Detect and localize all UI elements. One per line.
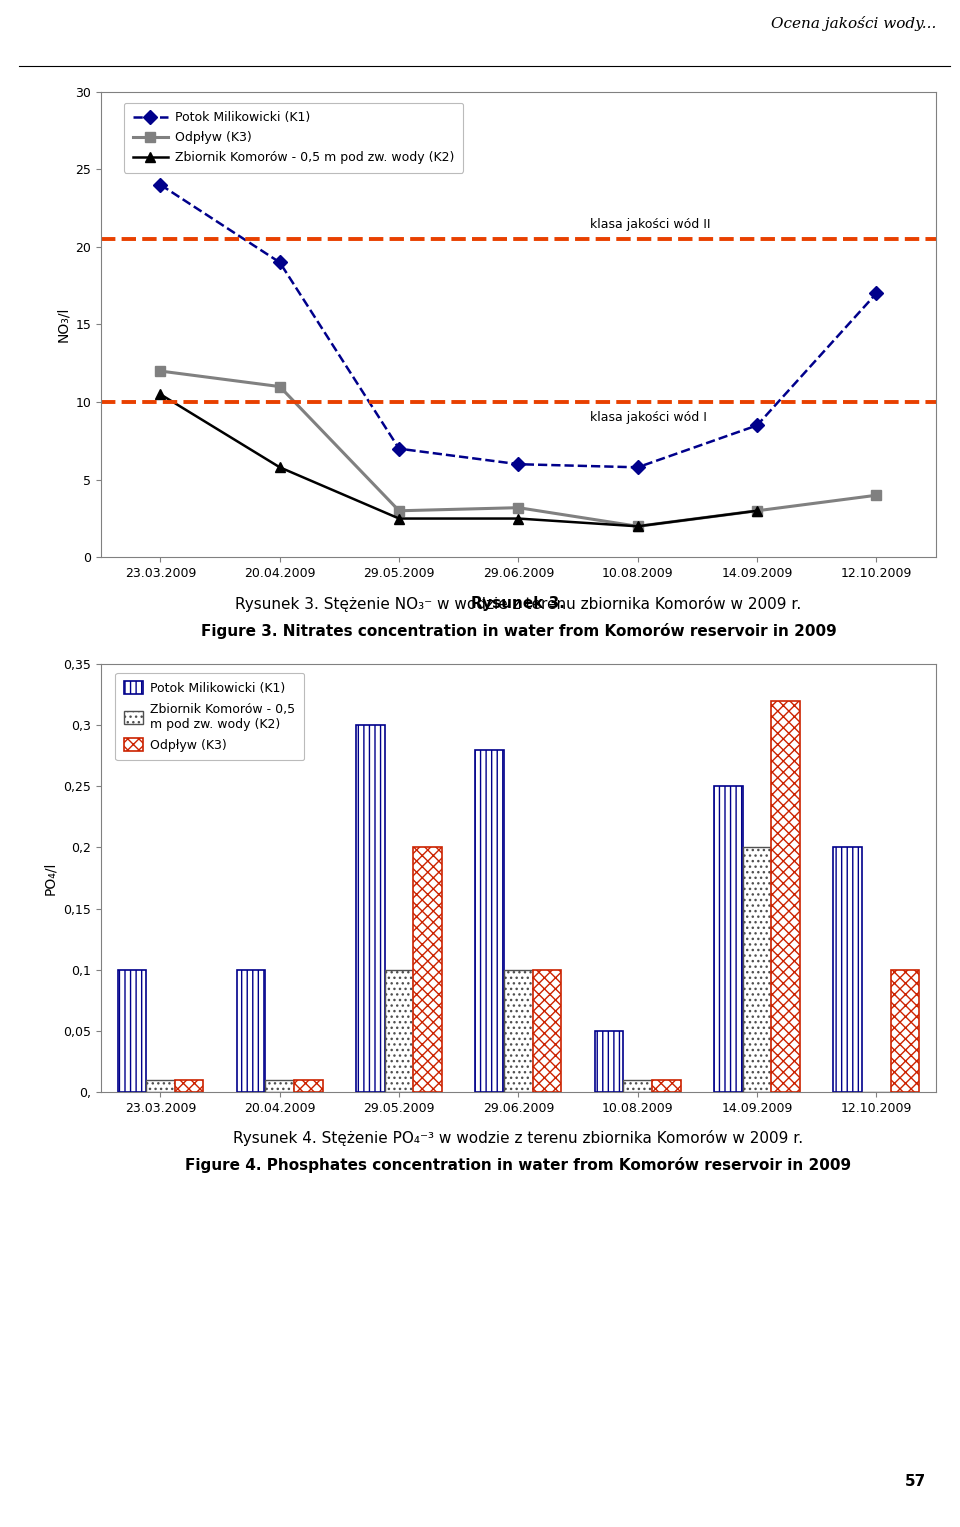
Bar bbox=[146, 1080, 175, 1092]
Bar bbox=[475, 750, 504, 1092]
Bar bbox=[266, 1080, 294, 1092]
Bar bbox=[175, 1080, 204, 1092]
Legend: Potok Milikowicki (K1), Zbiornik Komorów - 0,5
m pod zw. wody (K2), Odpływ (K3): Potok Milikowicki (K1), Zbiornik Komorów… bbox=[115, 672, 304, 760]
Bar bbox=[294, 1080, 323, 1092]
Bar bbox=[414, 847, 442, 1092]
Text: Rysunek 4. Stężenie PO₄⁻³ w wodzie z terenu zbiornika Komorów w 2009 r.: Rysunek 4. Stężenie PO₄⁻³ w wodzie z ter… bbox=[233, 1130, 804, 1145]
Bar bbox=[743, 847, 771, 1092]
Bar bbox=[891, 970, 920, 1092]
Bar bbox=[237, 970, 266, 1092]
Bar bbox=[117, 970, 146, 1092]
Y-axis label: PO₄/l: PO₄/l bbox=[43, 861, 58, 895]
Bar bbox=[356, 725, 385, 1092]
Text: Rysunek 3. Stężenie NO₃⁻ w wodzie z terenu zbiornika Komorów w 2009 r.: Rysunek 3. Stężenie NO₃⁻ w wodzie z tere… bbox=[235, 596, 802, 611]
Text: Ocena jakości wody...: Ocena jakości wody... bbox=[771, 15, 936, 31]
Text: Figure 3. Nitrates concentration in water from Komorów reservoir in 2009: Figure 3. Nitrates concentration in wate… bbox=[201, 623, 836, 638]
Legend: Potok Milikowicki (K1), Odpływ (K3), Zbiornik Komorów - 0,5 m pod zw. wody (K2): Potok Milikowicki (K1), Odpływ (K3), Zbi… bbox=[124, 102, 463, 173]
Text: klasa jakości wód II: klasa jakości wód II bbox=[590, 218, 710, 231]
Bar bbox=[833, 847, 862, 1092]
Bar bbox=[771, 701, 800, 1092]
Y-axis label: NO₃/l: NO₃/l bbox=[56, 307, 70, 342]
Bar bbox=[533, 970, 562, 1092]
Bar bbox=[595, 1031, 623, 1092]
Text: Figure 4. Phosphates concentration in water from Komorów reservoir in 2009: Figure 4. Phosphates concentration in wa… bbox=[185, 1157, 852, 1173]
Bar bbox=[385, 970, 414, 1092]
Bar bbox=[504, 970, 533, 1092]
Bar bbox=[652, 1080, 681, 1092]
Text: klasa jakości wód I: klasa jakości wód I bbox=[590, 411, 707, 425]
Bar bbox=[623, 1080, 652, 1092]
Text: 57: 57 bbox=[905, 1474, 926, 1489]
Bar bbox=[714, 786, 743, 1092]
Text: Rysunek 3.: Rysunek 3. bbox=[471, 596, 565, 611]
